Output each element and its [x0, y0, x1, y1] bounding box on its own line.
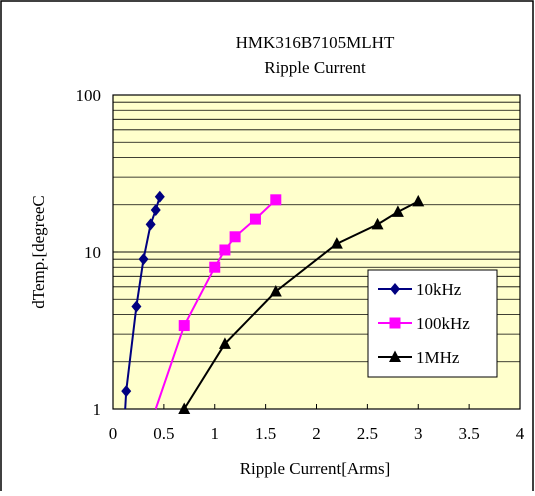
legend: 10kHz 100kHz 1MHz	[367, 269, 498, 378]
series-100khz	[154, 194, 282, 410]
data-point-1mhz	[371, 217, 384, 230]
chart-subtitle: Ripple Current	[264, 58, 366, 77]
data-point-100khz	[178, 320, 190, 332]
legend-entry-10khz: 10kHz	[378, 280, 462, 299]
legend-marker-10khz	[390, 283, 400, 295]
data-point-100khz	[229, 231, 241, 243]
data-point-10khz	[145, 218, 156, 231]
data-point-1mhz	[218, 337, 231, 349]
data-point-10khz	[138, 253, 149, 266]
legend-entry-1mhz: 1MHz	[378, 348, 460, 367]
x-tick-label: 4	[516, 424, 525, 443]
x-tick-label: 0.5	[153, 424, 174, 443]
grid-lines	[113, 101, 520, 363]
x-tick-label: 1.5	[255, 424, 276, 443]
x-tick-label: 2	[312, 424, 321, 443]
y-tick-label: 100	[76, 86, 102, 105]
data-point-100khz	[249, 213, 261, 225]
data-point-1mhz	[178, 402, 191, 414]
legend-label-1mhz: 1MHz	[416, 348, 460, 367]
data-point-1mhz	[412, 194, 425, 207]
x-tick-label: 3.5	[459, 424, 480, 443]
data-point-10khz	[154, 190, 165, 203]
series-10khz	[121, 190, 165, 410]
data-point-10khz	[150, 204, 161, 217]
chart-title: HMK316B7105MLHT	[236, 33, 395, 52]
legend-label-100khz: 100kHz	[416, 314, 470, 333]
legend-marker-1mhz	[389, 350, 401, 362]
x-tick-label: 3	[414, 424, 423, 443]
data-point-10khz	[131, 300, 142, 313]
data-point-1mhz	[269, 285, 282, 297]
x-tick-label: 1	[211, 424, 220, 443]
y-tick-label: 10	[84, 243, 101, 262]
x-axis-label: Ripple Current[Arms]	[240, 459, 391, 478]
y-tick-label: 1	[93, 400, 102, 419]
data-point-100khz	[270, 194, 282, 206]
series-layer	[121, 190, 425, 414]
y-axis-ticks: 1 10 100	[76, 86, 118, 419]
x-tick-label: 0	[109, 424, 118, 443]
x-tick-label: 2.5	[357, 424, 378, 443]
legend-label-10khz: 10kHz	[416, 280, 462, 299]
data-point-1mhz	[330, 237, 343, 249]
y-axis-label: dTemp.[degreeC	[29, 195, 48, 309]
legend-marker-100khz	[389, 317, 401, 329]
legend-entry-100khz: 100kHz	[378, 314, 470, 333]
x-axis-ticks: 0 0.5 1 1.5 2 2.5 3 3.5 4	[109, 404, 525, 443]
data-point-100khz	[209, 261, 221, 273]
data-point-100khz	[219, 244, 231, 256]
data-point-1mhz	[391, 205, 404, 217]
data-point-10khz	[121, 385, 132, 398]
series-1mhz	[178, 194, 425, 414]
